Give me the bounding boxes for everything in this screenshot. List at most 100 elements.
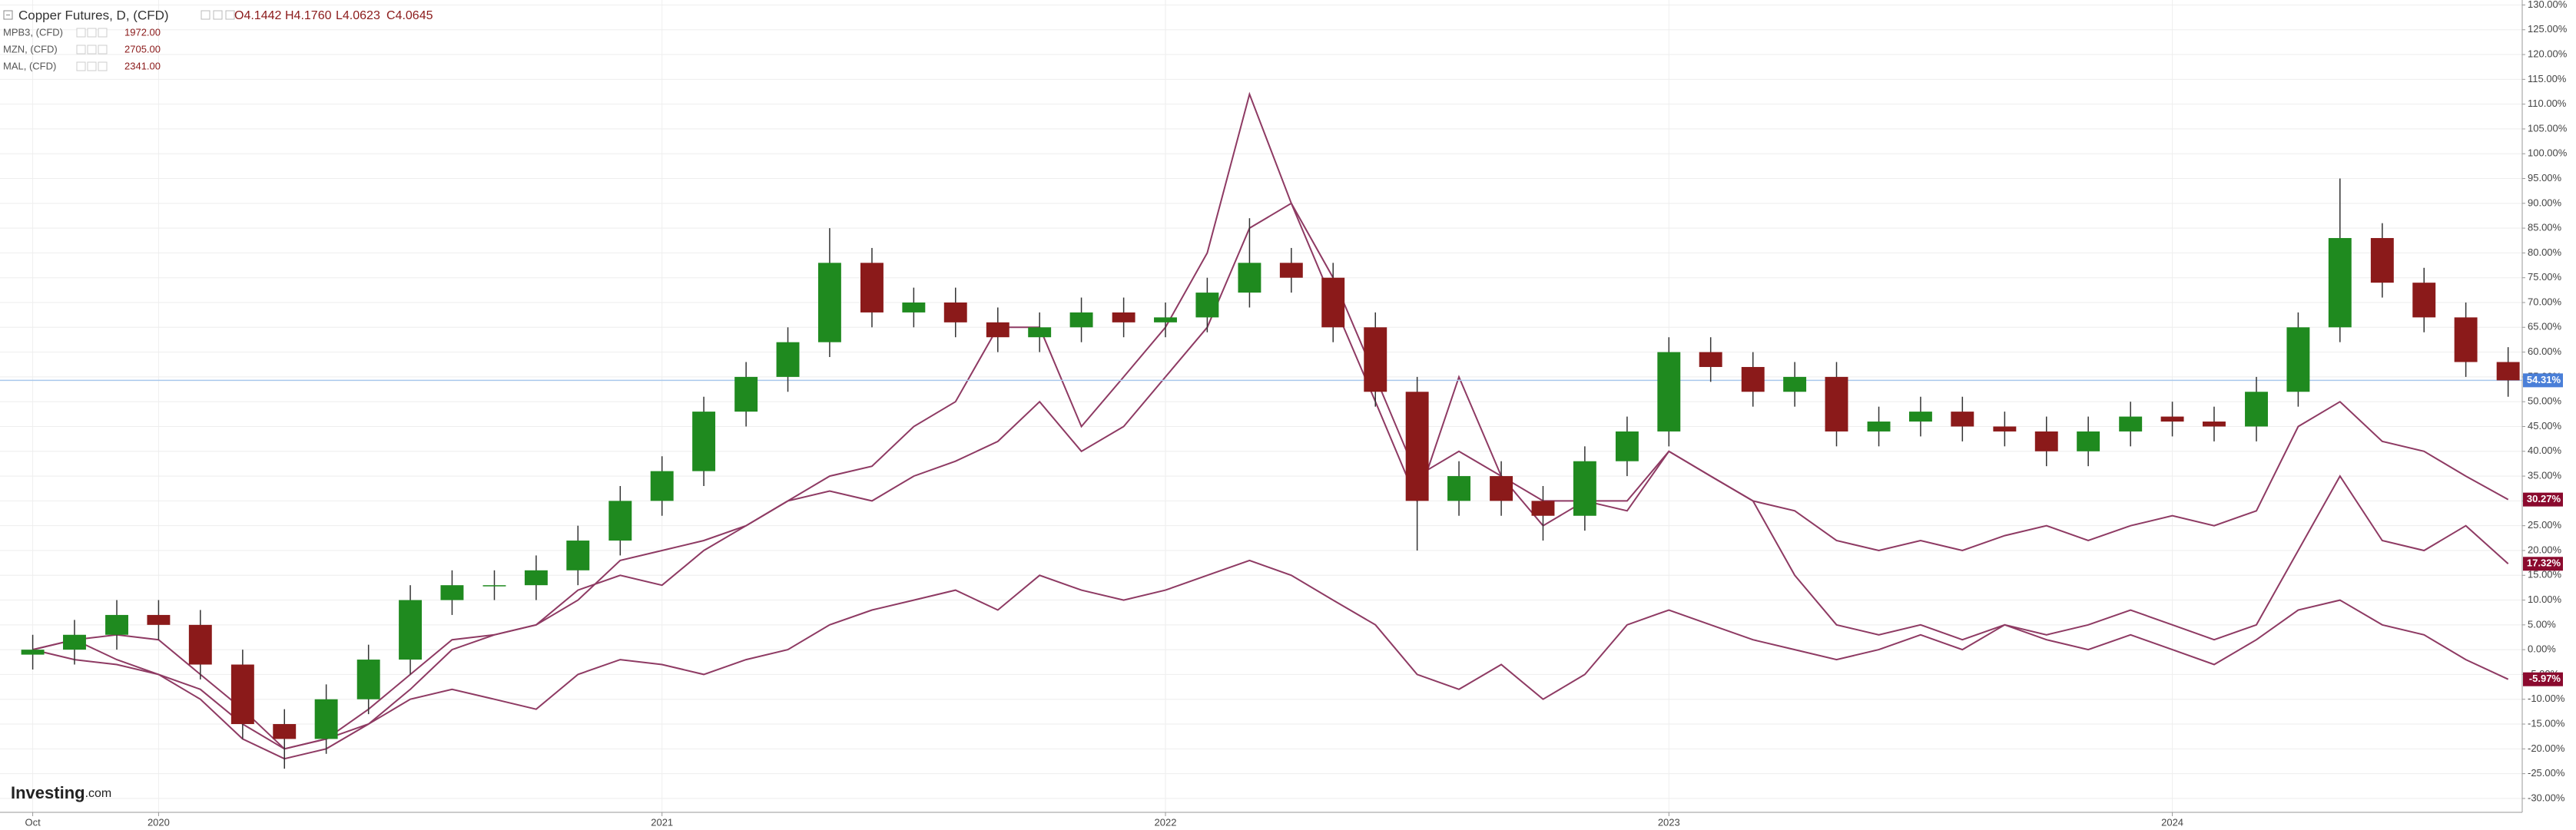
candle-body [2412, 283, 2436, 318]
y-tick-label: 75.00% [2528, 271, 2562, 283]
series-line [32, 91, 2509, 750]
series-icon[interactable] [76, 45, 86, 55]
candle-body [2286, 327, 2310, 392]
legend-name: MZN, (CFD) [3, 43, 58, 55]
candle-body [2077, 431, 2100, 451]
series-icon[interactable] [98, 45, 108, 55]
x-tick-label: 2020 [148, 816, 170, 828]
candle-body [2034, 431, 2058, 451]
candle-body [692, 412, 716, 471]
last-value-label: 54.31% [2527, 374, 2561, 385]
y-tick-label: 85.00% [2528, 222, 2562, 233]
candle-body [1195, 293, 1219, 318]
candle-body [2119, 416, 2143, 432]
candle-body [776, 342, 800, 377]
series-icon[interactable] [201, 10, 211, 20]
series-line [32, 202, 2509, 760]
series-icon[interactable] [76, 28, 86, 38]
x-tick-label: 2021 [651, 816, 673, 828]
y-tick-label: 95.00% [2528, 172, 2562, 184]
candle-body [356, 660, 380, 699]
last-value-label: 17.32% [2527, 557, 2561, 569]
ohlc-label: L4.0623 [336, 9, 380, 22]
y-tick-label: -30.00% [2528, 792, 2565, 803]
y-tick-label: 110.00% [2528, 98, 2567, 109]
candle-body [230, 664, 254, 725]
candle-body [817, 263, 841, 342]
candle-body [1405, 392, 1429, 501]
legend-rows: MPB3, (CFD) 1972.00 MZN, (CFD) 2705.00 MAL, … [3, 26, 161, 71]
legend-value: 2705.00 [124, 43, 161, 55]
candle-body [1447, 476, 1470, 501]
y-tick-label: -20.00% [2528, 742, 2565, 754]
series-icon[interactable] [98, 28, 108, 38]
y-tick-label: 60.00% [2528, 346, 2562, 357]
y-tick-label: 25.00% [2528, 519, 2562, 531]
candle-body [273, 724, 297, 739]
marks [0, 91, 2522, 769]
legend: Copper Futures, D, (CFD) O4.1442 H4.1760 L… [3, 8, 433, 71]
y-tick-label: 15.00% [2528, 569, 2562, 580]
candle-body [1028, 327, 1052, 338]
series-line [32, 559, 2509, 750]
last-value-label: 30.27% [2527, 493, 2561, 504]
candle-body [2370, 238, 2394, 283]
candle-body [1867, 422, 1891, 432]
candle-body [1783, 376, 1807, 392]
candle-body [2454, 317, 2478, 362]
candle-body [440, 585, 464, 600]
x-tick-label: 2024 [2161, 816, 2183, 828]
y-tick-label: 125.00% [2528, 23, 2568, 35]
series-icon[interactable] [76, 61, 86, 71]
candle-body [399, 600, 423, 660]
legend-name: MAL, (CFD) [3, 60, 56, 71]
y-tick-label: 35.00% [2528, 470, 2562, 481]
x-tick-label: 2023 [1658, 816, 1680, 828]
candle-body [1112, 312, 1135, 322]
candle-body [482, 585, 506, 587]
series-icon[interactable] [98, 61, 108, 71]
candle-body [1154, 317, 1177, 322]
candle-body [650, 471, 674, 501]
last-value-tag [2523, 557, 2563, 571]
candle-body [1951, 412, 1974, 427]
last-value-label: -5.97% [2529, 673, 2561, 684]
candle-body [105, 614, 128, 635]
candle-body [147, 614, 171, 625]
ohlc-label: H4.1760 [285, 9, 332, 22]
y-tick-label: 90.00% [2528, 197, 2562, 208]
grid [0, 0, 2522, 812]
candle-body [1321, 277, 1345, 328]
candle-body [21, 650, 45, 655]
y-tick-label: 130.00% [2528, 0, 2568, 10]
watermark-brand: Investing [11, 783, 85, 802]
y-tick-label: 5.00% [2528, 618, 2556, 630]
candle-body [2328, 238, 2352, 328]
series-icon[interactable] [87, 28, 97, 38]
ohlc-label: O4.1442 [234, 9, 281, 22]
series-icon[interactable] [213, 10, 223, 20]
x-tick-label: 2022 [1155, 816, 1177, 828]
series-icon[interactable] [87, 45, 97, 55]
candle-body [734, 376, 758, 412]
candle-body [1908, 412, 1932, 422]
candle-body [608, 501, 632, 541]
series-icon[interactable] [87, 61, 97, 71]
legend-name: MPB3, (CFD) [3, 26, 63, 38]
candle-body [63, 634, 86, 650]
candle-body [1657, 352, 1681, 432]
series-icon[interactable] [225, 10, 235, 20]
candle-body [860, 263, 884, 312]
y-tick-label: 80.00% [2528, 246, 2562, 258]
ohlc: O4.1442 H4.1760 L4.0623 C4.0645 [201, 9, 433, 22]
candle-body [1615, 431, 1639, 461]
candle-body [2496, 362, 2520, 381]
last-value-tag [2523, 373, 2563, 388]
collapse-icon[interactable] [3, 10, 13, 20]
candle-body [524, 570, 548, 586]
candle-body [188, 624, 212, 665]
x-tick-label: Oct [25, 816, 41, 828]
y-tick-label: -10.00% [2528, 693, 2565, 704]
